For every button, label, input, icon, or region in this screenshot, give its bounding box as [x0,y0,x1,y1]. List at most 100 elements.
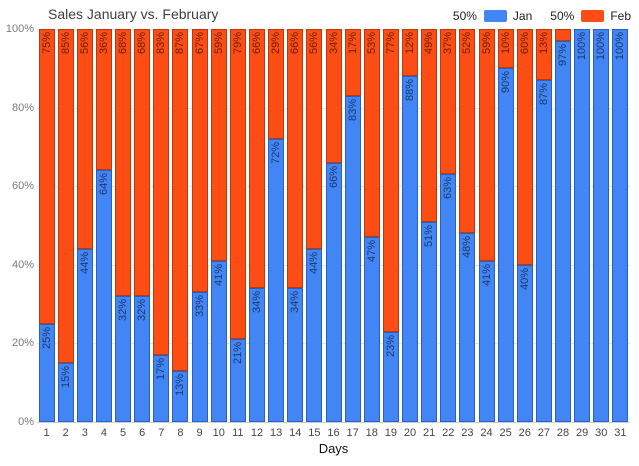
bar-segment-jan[interactable] [172,370,189,422]
bar-label-feb: 83% [155,32,168,55]
bar-segment-jan[interactable] [115,296,132,422]
bar-segment-jan[interactable] [363,237,380,422]
bar-segment-jan[interactable] [134,296,151,422]
bar-label-feb: 85% [59,32,72,55]
bar-segment-jan[interactable] [344,95,361,422]
bar-label-feb: 34% [327,32,340,55]
bar-segment-jan[interactable] [191,292,208,422]
bar-segment-jan[interactable] [516,264,533,422]
bar-segment-feb[interactable] [478,29,495,261]
bar-segment-feb[interactable] [95,29,112,171]
x-tick-label: 30 [595,427,608,439]
bar-label-jan: 97% [557,43,570,66]
bar-segment-jan[interactable] [555,40,572,422]
x-tick-label: 7 [158,427,165,439]
bar-segment-jan[interactable] [287,288,304,422]
y-tick-label: 40% [11,258,34,271]
bar-segment-feb[interactable] [38,29,55,324]
bar-segment-jan[interactable] [382,331,399,422]
legend-jan-swatch-icon [483,10,507,22]
bar-segment-jan[interactable] [210,260,227,422]
bar-segment-jan[interactable] [306,249,323,422]
x-tick-label: 28 [556,427,570,439]
bar-label-jan: 66% [327,165,340,188]
x-tick-label: 14 [289,427,302,439]
x-tick-label: 31 [614,427,627,439]
bar-label-jan: 21% [231,342,244,365]
bar-label-feb: 49% [423,32,436,55]
bar-segment-feb[interactable] [497,29,514,69]
bar-segment-feb[interactable] [421,29,438,222]
bar-segment-jan[interactable] [478,260,495,422]
bar-segment-jan[interactable] [248,288,265,422]
bar-segment-jan[interactable] [497,68,514,422]
x-tick-label: 18 [365,427,378,439]
bar-segment-feb[interactable] [134,29,151,297]
x-tick-label: 23 [461,427,474,439]
bar-segment-jan[interactable] [593,29,610,422]
bar-segment-feb[interactable] [325,29,342,163]
bar-segment-feb[interactable] [535,29,552,81]
bar-label-feb: 36% [97,32,110,55]
bar-segment-feb[interactable] [229,29,246,340]
bar-segment-jan[interactable] [459,233,476,422]
bar-label-jan: 100% [614,32,627,61]
bar-segment-feb[interactable] [248,29,265,289]
x-tick-label: 10 [212,427,225,439]
x-tick-label: 16 [327,427,340,439]
bar-segment-jan[interactable] [268,139,285,422]
bar-segment-feb[interactable] [459,29,476,234]
x-tick-label: 5 [120,427,127,439]
bar-segment-feb[interactable] [344,29,361,96]
bar-segment-jan[interactable] [402,76,419,422]
bar-segment-jan[interactable] [38,323,55,422]
bar-segment-feb[interactable] [516,29,533,265]
bar-segment-feb[interactable] [191,29,208,293]
legend-jan-value: 50% [452,9,477,23]
bar-segment-jan[interactable] [153,355,170,422]
bar-segment-feb[interactable] [306,29,323,250]
bar-segment-feb[interactable] [287,29,304,289]
bar-segment-feb[interactable] [555,29,572,41]
bar-segment-jan[interactable] [421,221,438,422]
x-tick-label: 24 [480,427,493,439]
bar-segment-jan[interactable] [229,339,246,422]
bar-segment-jan[interactable] [574,29,591,422]
x-tick-label: 9 [196,427,203,439]
bar-label-jan: 63% [442,177,455,200]
bar-segment-feb[interactable] [76,29,93,250]
bar-segment-jan[interactable] [76,249,93,422]
x-tick-label: 25 [499,427,512,439]
bar-segment-jan[interactable] [95,170,112,422]
legend-feb-value: 50% [550,9,575,23]
x-tick-label: 12 [250,427,264,439]
bar-segment-jan[interactable] [440,174,457,422]
bar-label-feb: 77% [384,32,397,55]
bar-segment-feb[interactable] [363,29,380,238]
bar-segment-jan[interactable] [535,80,552,422]
x-tick-label: 13 [269,427,283,439]
bar-segment-feb[interactable] [172,29,189,371]
legend-item-feb: 50% Feb [550,9,631,23]
bar-segment-feb[interactable] [440,29,457,175]
bar-label-feb: 60% [518,32,531,55]
bar-segment-feb[interactable] [57,29,74,364]
bar-segment-jan[interactable] [57,363,74,422]
y-tick-label: 80% [11,101,34,114]
bar-label-feb: 79% [231,32,244,55]
bar-segment-feb[interactable] [153,29,170,356]
bar-segment-feb[interactable] [115,29,132,297]
bar-label-jan: 48% [461,236,474,259]
bar-segment-feb[interactable] [402,29,419,77]
bar-label-jan: 72% [270,142,283,165]
bar-segment-feb[interactable] [382,29,399,332]
bar-segment-jan[interactable] [612,29,629,422]
x-tick-label: 26 [518,427,531,439]
bar-label-feb: 56% [78,32,91,55]
bar-label-feb: 59% [212,32,225,55]
bar-segment-jan[interactable] [325,162,342,422]
bar-segment-feb[interactable] [210,29,227,261]
bar-segment-feb[interactable] [268,29,285,140]
